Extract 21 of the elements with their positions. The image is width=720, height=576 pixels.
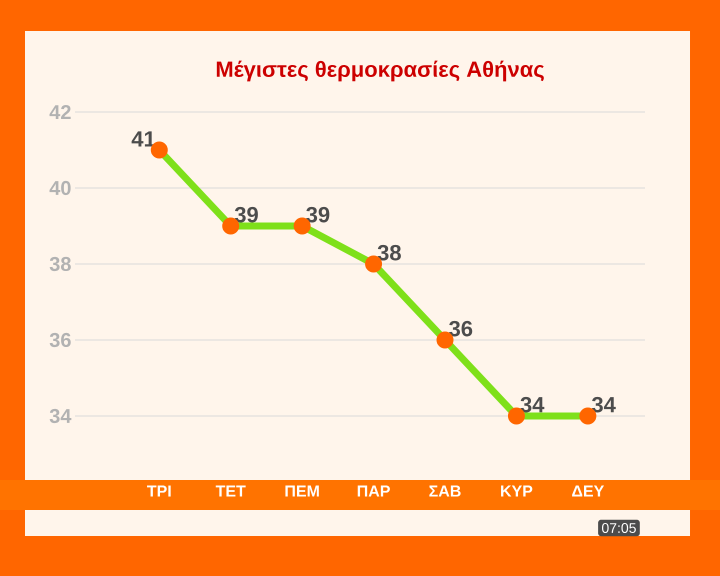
data-label: 41 (132, 131, 156, 146)
x-tick-label: ΔΕΥ (572, 486, 604, 497)
data-label: 36 (449, 320, 472, 336)
data-label: 39 (234, 206, 258, 222)
x-tick-label: ΣΑΒ (429, 486, 461, 497)
x-tick-label: ΠΕΜ (285, 486, 319, 497)
y-tick-label: 40 (50, 180, 71, 196)
y-tick-label: 36 (50, 332, 71, 348)
x-tick-label: ΤΕΤ (216, 486, 246, 497)
y-tick-label: 34 (50, 408, 72, 424)
text: 07:05 (602, 523, 636, 533)
y-tick-label: 38 (50, 256, 71, 272)
data-label: 38 (378, 244, 401, 260)
data-label: 39 (306, 206, 330, 222)
data-label: 34 (592, 396, 616, 412)
data-label: 34 (520, 396, 544, 412)
y-tick-label: 42 (50, 105, 71, 119)
x-tick-label: ΠΑΡ (358, 486, 390, 497)
x-tick-label: ΚΥΡ (501, 486, 532, 497)
chart-title: Μέγιστες θερμοκρασίες Αθήνας (216, 60, 544, 82)
x-tick-label: ΤΡΙ (147, 486, 171, 497)
